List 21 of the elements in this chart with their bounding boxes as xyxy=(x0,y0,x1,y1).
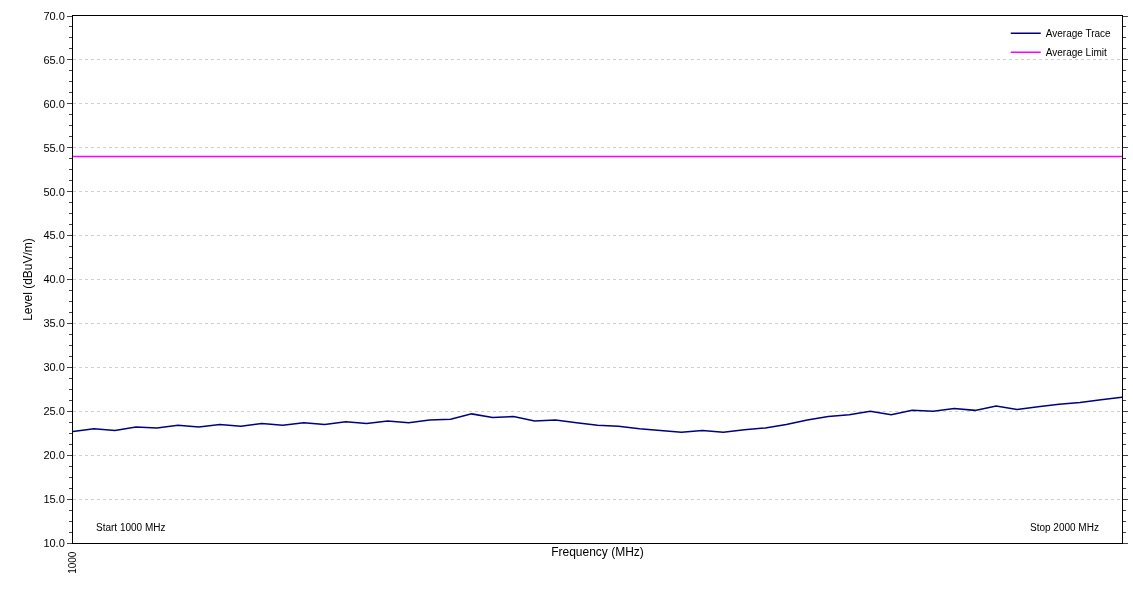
y-tick-label: 55.0 xyxy=(43,141,65,154)
y-tick-label: 70.0 xyxy=(43,9,65,22)
annotation: Stop 2000 MHz xyxy=(1030,522,1099,533)
y-tick-label: 10.0 xyxy=(43,536,65,549)
legend-label: Average Trace xyxy=(1045,28,1112,40)
annotation: Start 1000 MHz xyxy=(96,522,166,533)
text: 1000 xyxy=(67,551,79,574)
y-tick-label: 35.0 xyxy=(43,317,65,330)
y-axis-title: Level (dBuV/m) xyxy=(20,238,35,321)
y-tick-label: 15.0 xyxy=(43,492,65,505)
y-tick-label: 30.0 xyxy=(43,361,65,374)
y-tick-label: 60.0 xyxy=(43,97,65,110)
y-tick-label: 45.0 xyxy=(43,229,65,242)
y-tick-label: 40.0 xyxy=(43,273,65,286)
y-tick-label: 25.0 xyxy=(43,405,65,418)
y-tick-label: 20.0 xyxy=(43,449,65,462)
y-tick-label: 65.0 xyxy=(43,53,65,66)
line-series xyxy=(73,396,1122,434)
x-axis-title: Frequency (MHz) xyxy=(551,544,644,559)
legend-label: Average Limit xyxy=(1045,47,1107,59)
y-tick-label: 50.0 xyxy=(43,185,65,198)
